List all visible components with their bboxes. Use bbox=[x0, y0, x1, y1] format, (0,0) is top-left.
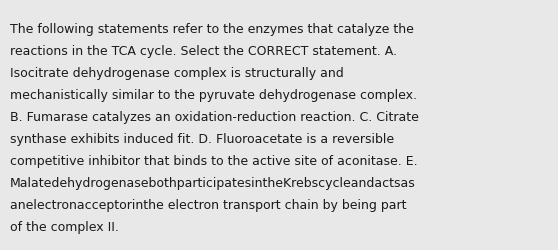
Text: synthase exhibits induced fit. D. Fluoroacetate is a reversible: synthase exhibits induced fit. D. Fluoro… bbox=[10, 132, 394, 145]
Text: anelectronacceptorinthe electron transport chain by being part: anelectronacceptorinthe electron transpo… bbox=[10, 198, 407, 211]
Text: The following statements refer to the enzymes that catalyze the: The following statements refer to the en… bbox=[10, 22, 414, 36]
Text: competitive inhibitor that binds to the active site of aconitase. E.: competitive inhibitor that binds to the … bbox=[10, 154, 418, 168]
Text: MalatedehydrogenasebothparticipatesintheKrebscycleandactsas: Malatedehydrogenasebothparticipatesinthe… bbox=[10, 176, 416, 190]
Text: of the complex II.: of the complex II. bbox=[10, 220, 119, 234]
Text: mechanistically similar to the pyruvate dehydrogenase complex.: mechanistically similar to the pyruvate … bbox=[10, 88, 417, 102]
Text: Isocitrate dehydrogenase complex is structurally and: Isocitrate dehydrogenase complex is stru… bbox=[10, 66, 344, 80]
Text: B. Fumarase catalyzes an oxidation-reduction reaction. C. Citrate: B. Fumarase catalyzes an oxidation-reduc… bbox=[10, 110, 419, 124]
Text: reactions in the TCA cycle. Select the CORRECT statement. A.: reactions in the TCA cycle. Select the C… bbox=[10, 44, 397, 58]
